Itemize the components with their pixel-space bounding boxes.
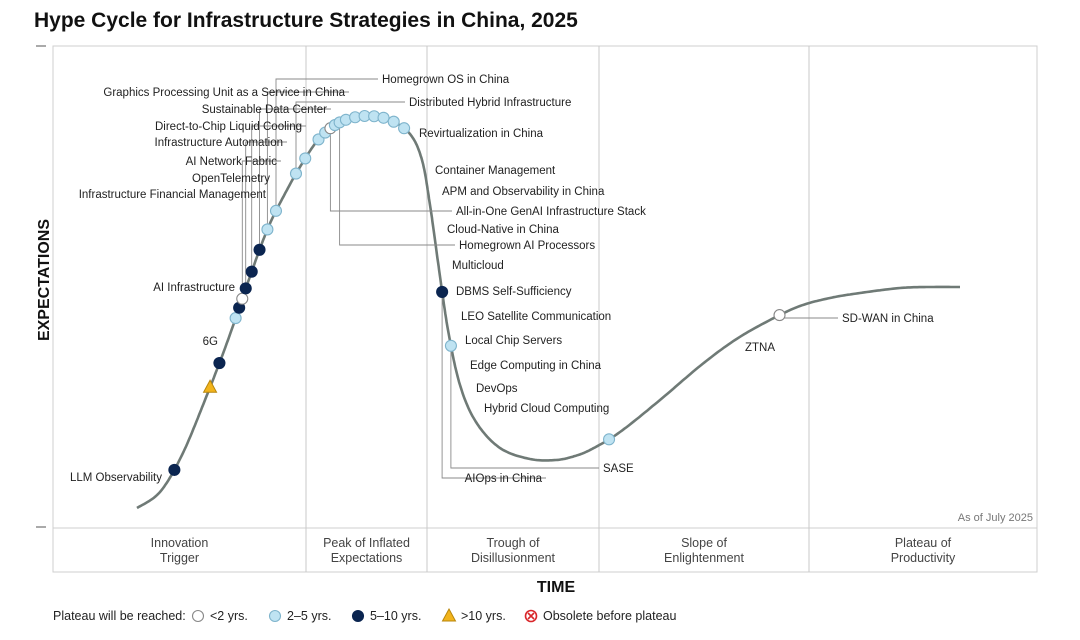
point-infrastructure-automation	[239, 282, 252, 295]
label-infrastructure-financial-management: Infrastructure Financial Management	[79, 189, 267, 201]
phase-label: Expectations	[331, 551, 403, 565]
as-of-date: As of July 2025	[958, 512, 1033, 524]
phase-label: Plateau of	[895, 536, 952, 550]
legend-marker-gt10	[441, 607, 457, 622]
leader-distributed-hybrid-infrastructure	[295, 101, 405, 170]
legend: Plateau will be reached: <2 yrs. 2–5 yrs. 5…	[53, 607, 676, 623]
phase-label: Peak of Inflated	[323, 536, 410, 550]
legend-marker-2to5	[268, 609, 282, 623]
phase-label: Trigger	[160, 551, 199, 565]
leader-sase	[450, 341, 599, 469]
label-aiops-in-china: AIOps in China	[465, 473, 543, 485]
point-revirtualization-in-china	[299, 152, 312, 165]
point-edge-computing-in-china	[377, 111, 390, 124]
leader-graphics-processing-unit-as-a-service-in-china	[266, 91, 349, 226]
label-infrastructure-automation: Infrastructure Automation	[155, 137, 283, 149]
leader-homegrown-os-in-china	[275, 78, 378, 207]
point-sase	[444, 339, 457, 352]
legend-text-5to10: 5–10 yrs.	[370, 609, 421, 623]
label-llm-observability: LLM Observability	[70, 472, 162, 484]
point-distributed-hybrid-infrastructure	[289, 167, 303, 180]
legend-text-2to5: 2–5 yrs.	[287, 609, 331, 623]
label-6g: 6G	[203, 336, 218, 348]
label-distributed-hybrid-infrastructure: Distributed Hybrid Infrastructure	[409, 97, 571, 109]
legend-marker-obsolete-cross	[527, 612, 535, 620]
data-points	[168, 109, 786, 476]
label-ztna: ZTNA	[745, 342, 775, 354]
leader-sustainable-data-center	[259, 108, 331, 246]
leader-homegrown-ai-processors	[339, 118, 455, 246]
point-sd-wan-in-china	[773, 309, 786, 322]
label-apm-and-observability-in-china: APM and Observability in China	[442, 186, 605, 198]
y-axis-label: EXPECTATIONS	[36, 219, 53, 341]
point-aiops-in-china	[436, 285, 449, 298]
legend-title: Plateau will be reached:	[53, 609, 186, 623]
legend-text-lt2: <2 yrs.	[210, 609, 248, 623]
leader-all-in-one-genai-infrastructure-stack	[329, 124, 452, 212]
phase-label: Slope of	[681, 536, 727, 550]
label-revirtualization-in-china: Revirtualization in China	[419, 128, 544, 140]
phase-label: Productivity	[891, 551, 956, 565]
leader-infrastructure-automation	[245, 141, 287, 285]
phase-label: Enlightenment	[664, 551, 744, 565]
phase-label: Innovation	[151, 536, 209, 550]
label-ai-network-fabric: AI Network Fabric	[186, 156, 278, 168]
point-direct-to-chip-liquid-cooling	[245, 265, 258, 278]
point-devops	[387, 115, 400, 128]
point-homegrown-os-in-china	[269, 204, 283, 217]
label-leo-satellite-communication: LEO Satellite Communication	[461, 311, 611, 323]
label-dbms-self-sufficiency: DBMS Self-Sufficiency	[456, 286, 572, 298]
legend-text-obsolete: Obsolete before plateau	[543, 609, 676, 623]
label-devops: DevOps	[476, 383, 518, 395]
label-multicloud: Multicloud	[452, 260, 504, 272]
label-ai-infrastructure: AI Infrastructure	[153, 282, 235, 294]
point-sustainable-data-center	[253, 243, 266, 256]
plot-area	[52, 45, 1038, 529]
leader-direct-to-chip-liquid-cooling	[251, 125, 306, 268]
leader-ai-network-fabric	[241, 160, 281, 295]
phase-label: Disillusionment	[471, 551, 556, 565]
label-opentelemetry: OpenTelemetry	[192, 173, 270, 185]
phase-row	[52, 527, 1038, 573]
label-cloud-native-in-china: Cloud-Native in China	[447, 224, 559, 236]
point-ai-infrastructure	[213, 356, 226, 370]
point-graphics-processing-unit-as-a-service-in-china	[261, 223, 274, 236]
point-ztna	[602, 433, 616, 446]
label-container-management: Container Management	[435, 165, 556, 177]
point-llm-observability	[168, 463, 181, 476]
label-sase: SASE	[603, 463, 634, 475]
label-sustainable-data-center: Sustainable Data Center	[202, 104, 327, 116]
x-axis-label: TIME	[537, 579, 576, 596]
label-hybrid-cloud-computing: Hybrid Cloud Computing	[484, 403, 609, 415]
phase-label: Trough of	[486, 536, 540, 550]
label-leaders	[241, 78, 838, 479]
chart-title: Hype Cycle for Infrastructure Strategies…	[34, 9, 578, 32]
phase-dividers	[305, 46, 810, 572]
label-all-in-one-genai-infrastructure-stack: All-in-One GenAI Infrastructure Stack	[456, 206, 646, 218]
legend-marker-lt2	[191, 609, 205, 623]
point-6g	[202, 379, 218, 393]
label-sd-wan-in-china: SD-WAN in China	[842, 313, 934, 325]
label-graphics-processing-unit-as-a-service-in-china: Graphics Processing Unit as a Service in…	[103, 87, 345, 99]
legend-text-gt10: >10 yrs.	[461, 609, 506, 623]
label-homegrown-os-in-china: Homegrown OS in China	[382, 74, 510, 86]
label-homegrown-ai-processors: Homegrown AI Processors	[459, 240, 595, 252]
label-local-chip-servers: Local Chip Servers	[465, 335, 562, 347]
legend-marker-5to10	[351, 609, 365, 623]
label-direct-to-chip-liquid-cooling: Direct-to-Chip Liquid Cooling	[155, 121, 302, 133]
point-hybrid-cloud-computing	[398, 122, 411, 135]
point-ai-network-fabric	[236, 292, 249, 305]
point-labels: LLM Observability 6G AI Infrastructure Infr…	[70, 74, 934, 485]
leader-aiops-in-china	[441, 287, 546, 479]
label-edge-computing-in-china: Edge Computing in China	[470, 360, 602, 372]
point-infrastructure-financial-management	[229, 312, 242, 325]
